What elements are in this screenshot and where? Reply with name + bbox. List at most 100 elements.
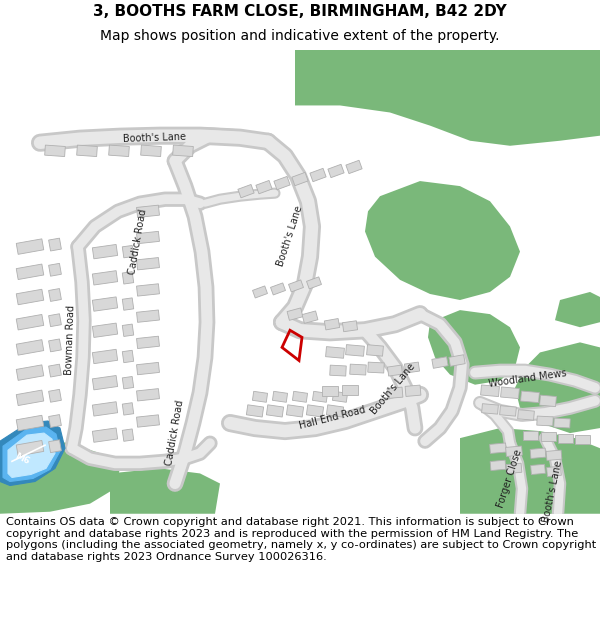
Polygon shape: [16, 264, 44, 279]
Polygon shape: [137, 310, 160, 322]
Polygon shape: [346, 344, 364, 356]
Polygon shape: [292, 391, 308, 402]
Polygon shape: [49, 339, 61, 352]
Polygon shape: [110, 468, 220, 514]
Polygon shape: [346, 160, 362, 174]
Polygon shape: [92, 271, 118, 285]
Polygon shape: [272, 391, 287, 402]
Polygon shape: [404, 362, 419, 373]
Polygon shape: [307, 277, 322, 289]
Polygon shape: [122, 324, 134, 336]
Polygon shape: [530, 448, 546, 459]
Polygon shape: [546, 450, 562, 461]
Polygon shape: [92, 297, 118, 311]
Polygon shape: [122, 376, 134, 389]
Polygon shape: [3, 427, 60, 481]
Polygon shape: [547, 466, 562, 476]
Polygon shape: [326, 347, 344, 358]
Polygon shape: [490, 460, 506, 471]
Polygon shape: [365, 181, 520, 300]
Text: Booth's Lane: Booth's Lane: [542, 459, 565, 524]
Polygon shape: [343, 321, 358, 332]
Polygon shape: [137, 284, 160, 296]
Polygon shape: [16, 239, 44, 254]
Polygon shape: [16, 289, 44, 305]
Text: Woodland Mews: Woodland Mews: [488, 368, 568, 389]
Polygon shape: [490, 443, 506, 454]
Polygon shape: [506, 446, 523, 456]
Polygon shape: [307, 405, 323, 417]
Polygon shape: [44, 145, 65, 156]
Polygon shape: [16, 339, 44, 355]
Polygon shape: [122, 298, 134, 310]
Polygon shape: [460, 428, 600, 514]
Polygon shape: [247, 405, 263, 417]
Polygon shape: [0, 421, 65, 486]
Polygon shape: [253, 286, 268, 298]
Polygon shape: [388, 365, 403, 376]
Polygon shape: [122, 272, 134, 284]
Text: Bowman Road: Bowman Road: [64, 305, 76, 376]
Polygon shape: [537, 416, 553, 426]
Polygon shape: [500, 406, 517, 416]
Polygon shape: [137, 205, 160, 217]
Polygon shape: [289, 280, 304, 292]
Polygon shape: [575, 434, 589, 444]
Polygon shape: [49, 389, 61, 402]
Polygon shape: [109, 145, 130, 156]
Polygon shape: [49, 289, 61, 301]
Text: Booth's Lane: Booth's Lane: [275, 205, 305, 268]
Polygon shape: [500, 387, 520, 399]
Text: Map shows position and indicative extent of the property.: Map shows position and indicative extent…: [100, 29, 500, 43]
Polygon shape: [287, 308, 303, 321]
Polygon shape: [92, 402, 118, 416]
Polygon shape: [49, 263, 61, 276]
Polygon shape: [295, 50, 600, 146]
Text: Hall End Road: Hall End Road: [298, 405, 366, 431]
Polygon shape: [122, 246, 134, 258]
Polygon shape: [557, 434, 572, 442]
Polygon shape: [350, 364, 366, 375]
Polygon shape: [326, 405, 344, 417]
Polygon shape: [332, 391, 347, 402]
Polygon shape: [122, 429, 134, 441]
Polygon shape: [405, 385, 421, 396]
Polygon shape: [140, 145, 161, 156]
Polygon shape: [92, 428, 118, 442]
Polygon shape: [16, 314, 44, 330]
Polygon shape: [481, 385, 499, 397]
Polygon shape: [313, 391, 328, 402]
Polygon shape: [328, 164, 344, 177]
Polygon shape: [523, 431, 538, 439]
Polygon shape: [16, 365, 44, 381]
Polygon shape: [518, 410, 535, 420]
Text: Booth's Lane: Booth's Lane: [369, 361, 417, 416]
Polygon shape: [539, 395, 556, 406]
Polygon shape: [482, 404, 499, 414]
Polygon shape: [256, 181, 272, 194]
Polygon shape: [428, 310, 520, 385]
Polygon shape: [137, 336, 160, 349]
Polygon shape: [506, 463, 522, 474]
Polygon shape: [137, 389, 160, 401]
Polygon shape: [49, 238, 61, 251]
Text: 3, BOOTHS FARM CLOSE, BIRMINGHAM, B42 2DY: 3, BOOTHS FARM CLOSE, BIRMINGHAM, B42 2D…: [93, 4, 507, 19]
Polygon shape: [310, 168, 326, 182]
Polygon shape: [49, 414, 61, 428]
Polygon shape: [530, 464, 545, 474]
Text: Forger Close: Forger Close: [496, 448, 524, 509]
Text: M6: M6: [13, 452, 31, 467]
Polygon shape: [342, 385, 358, 395]
Polygon shape: [554, 418, 570, 428]
Polygon shape: [368, 362, 384, 373]
Polygon shape: [302, 311, 318, 323]
Polygon shape: [122, 350, 134, 362]
Polygon shape: [137, 362, 160, 375]
Polygon shape: [173, 145, 193, 156]
Polygon shape: [325, 319, 340, 330]
Polygon shape: [367, 345, 383, 356]
Polygon shape: [92, 323, 118, 338]
Polygon shape: [541, 432, 556, 441]
Polygon shape: [515, 342, 600, 433]
Polygon shape: [292, 173, 308, 186]
